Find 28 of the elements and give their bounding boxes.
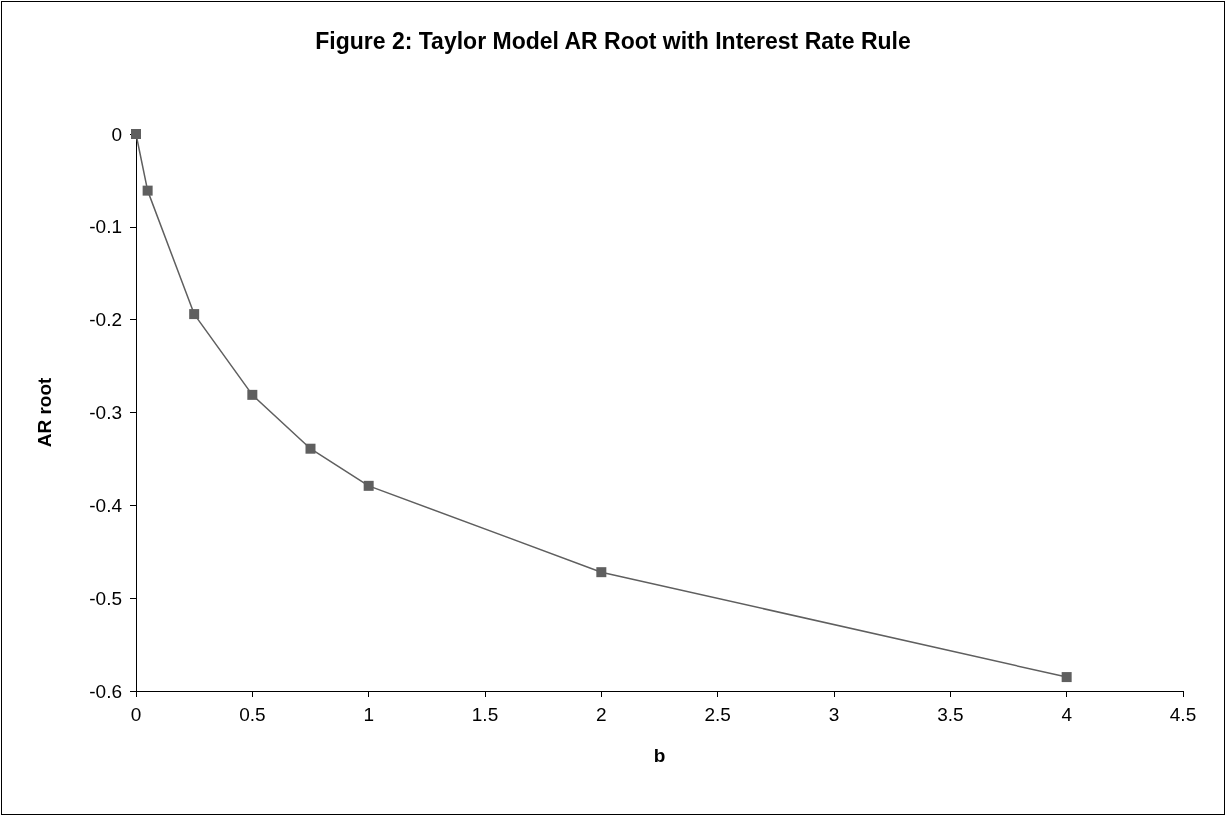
point — [305, 443, 316, 454]
chart-title: Figure 2: Taylor Model AR Root with Interest Rate Rule — [315, 27, 911, 54]
y-tick-label: -0.2 — [89, 309, 122, 331]
y-tick-label: 0 — [111, 123, 122, 145]
point — [363, 480, 374, 491]
x-tick-label: 3 — [828, 704, 840, 725]
point — [189, 309, 200, 320]
point — [131, 129, 141, 139]
point — [247, 389, 258, 400]
y-tick-label: -0.3 — [89, 402, 122, 423]
y-axis-title: AR root — [34, 377, 55, 448]
y-tick-label: -0.4 — [89, 494, 123, 516]
x-tick-label: 1.5 — [471, 704, 499, 725]
x-tick-label: 4 — [1061, 704, 1073, 725]
x-tick-label: 2 — [596, 704, 607, 725]
x-tick-label: 2.5 — [704, 704, 731, 725]
point — [142, 185, 153, 196]
point — [596, 567, 607, 578]
y-tick-label: -0.5 — [89, 587, 122, 609]
x-tick-label: 0 — [130, 704, 142, 725]
y-tick-label: -0.1 — [89, 216, 122, 238]
x-tick-label: 0.5 — [239, 704, 266, 725]
x-tick-label: 1 — [363, 704, 374, 725]
y-tick-label: -0.6 — [89, 680, 122, 702]
x-axis-title: b — [653, 745, 666, 766]
point — [1061, 672, 1072, 683]
x-tick-label: 3.5 — [937, 704, 964, 725]
x-tick-label: 4.5 — [1169, 704, 1197, 725]
